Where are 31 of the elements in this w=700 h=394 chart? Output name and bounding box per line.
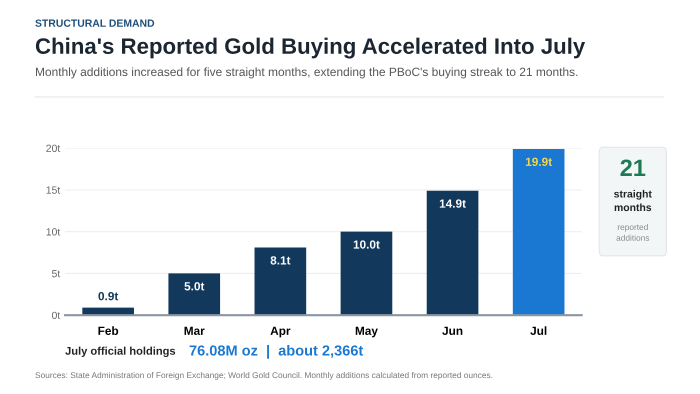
- bar: [254, 248, 306, 316]
- source-note: Sources: State Administration of Foreign Exchange; World Gold Council. Monthly additions calculated from reported ounces.: [35, 372, 492, 380]
- y-tick-label: 15t: [46, 186, 60, 194]
- data-label: 19.9t: [526, 158, 552, 166]
- text: reported additions: [616, 224, 650, 241]
- data-label: 14.9t: [440, 199, 466, 208]
- bar: [512, 148, 564, 316]
- text: STRUCTURAL DEMAND: [35, 19, 154, 27]
- y-tick-label: 20t: [46, 144, 60, 152]
- data-label: 8.1t: [270, 256, 290, 265]
- x-tick-label: May: [356, 326, 378, 338]
- x-tick-label: Apr: [270, 326, 290, 338]
- data-label: 5.0t: [184, 282, 204, 290]
- y-tick-label: 5t: [52, 270, 60, 278]
- y-tick-label: 10t: [46, 228, 60, 236]
- data-label: 10.0t: [354, 240, 380, 249]
- x-tick-label: Mar: [184, 326, 205, 335]
- text: July official holdings: [65, 346, 176, 358]
- x-tick-label: Feb: [98, 326, 118, 335]
- chart-title: China's Reported Gold Buying Accelerated Into July: [36, 38, 586, 58]
- data-label: 0.9t: [98, 292, 118, 300]
- bar: [426, 190, 478, 316]
- bar: [168, 273, 220, 316]
- x-tick-label: Jun: [442, 326, 462, 335]
- text: 21: [620, 159, 646, 176]
- y-tick-label: 0t: [52, 312, 60, 320]
- chart-subtitle: Monthly additions increased for five straight months, extending the PBoC's buying streak to 21 months.: [36, 67, 578, 78]
- x-tick-label: Jul: [530, 326, 546, 335]
- bar: [340, 232, 392, 316]
- text: straight months: [614, 190, 652, 212]
- text: 76.08M oz | about 2,366t: [190, 344, 364, 359]
